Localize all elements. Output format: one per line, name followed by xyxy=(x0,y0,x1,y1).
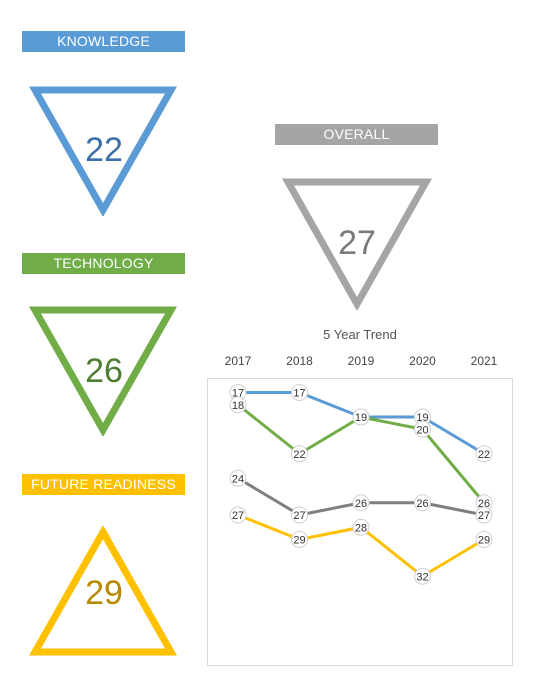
overall-score: 27 xyxy=(338,224,376,262)
data-point-s2-2019 xyxy=(352,494,370,512)
data-label-s1-2020: 20 xyxy=(416,424,428,436)
future-readiness-up-triangle-icon xyxy=(29,526,177,656)
data-point-s1-2018 xyxy=(291,445,308,463)
data-label-s2-2021: 27 xyxy=(478,510,490,522)
future-readiness-label: FUTURE READINESS xyxy=(22,474,185,495)
technology-score: 26 xyxy=(85,352,123,390)
data-point-s2-2021 xyxy=(475,506,493,524)
x-tick-label-2021: 2021 xyxy=(471,354,498,368)
data-label-s3-2018: 29 xyxy=(293,535,305,547)
x-tick-label-2017: 2017 xyxy=(225,354,252,368)
data-point-s2-2020 xyxy=(414,494,431,512)
data-point-s3-2018 xyxy=(291,531,308,548)
data-point-s0-2021 xyxy=(475,445,493,463)
data-label-s3-2019: 28 xyxy=(355,522,367,534)
data-label-s2-2017: 24 xyxy=(232,473,244,485)
technology-down-triangle-icon xyxy=(29,306,177,436)
data-label-s2-2018: 27 xyxy=(293,510,305,522)
x-tick-label-2020: 2020 xyxy=(409,354,436,368)
data-label-s1-2017: 18 xyxy=(232,400,244,412)
data-label-s1-2018: 22 xyxy=(293,449,305,461)
data-point-s1-2019 xyxy=(352,408,370,426)
knowledge-label: KNOWLEDGE xyxy=(22,31,185,52)
chart-title: 5 Year Trend xyxy=(323,327,397,342)
chart-plot-area xyxy=(207,378,513,666)
data-point-s2-2017 xyxy=(229,469,247,487)
overall-label: OVERALL xyxy=(275,124,438,145)
data-point-s3-2020 xyxy=(414,567,431,585)
data-point-s3-2021 xyxy=(475,531,493,548)
data-point-s0-2018 xyxy=(291,384,308,401)
data-label-s1-2019: 19 xyxy=(355,412,367,424)
data-label-s3-2017: 27 xyxy=(232,510,244,522)
data-label-s0-2020: 19 xyxy=(416,412,428,424)
data-label-s0-2017: 17 xyxy=(232,388,244,400)
data-point-s1-2017 xyxy=(229,396,247,414)
knowledge-score: 22 xyxy=(85,131,123,169)
data-point-s3-2019 xyxy=(352,518,370,536)
data-label-s1-2021: 26 xyxy=(478,498,490,510)
technology-label: TECHNOLOGY xyxy=(22,253,185,274)
overall-down-triangle-icon xyxy=(282,178,432,310)
data-label-s3-2020: 32 xyxy=(416,571,428,583)
data-label-s2-2019: 26 xyxy=(355,498,367,510)
data-point-s3-2017 xyxy=(229,506,247,524)
future-readiness-score: 29 xyxy=(85,574,123,612)
data-point-s2-2018 xyxy=(291,506,308,524)
x-tick-label-2018: 2018 xyxy=(286,354,313,368)
data-point-s1-2020 xyxy=(414,420,431,438)
data-label-s3-2021: 29 xyxy=(478,535,490,547)
data-label-s0-2021: 22 xyxy=(478,449,490,461)
knowledge-down-triangle-icon xyxy=(29,86,177,216)
x-tick-label-2019: 2019 xyxy=(348,354,375,368)
data-label-s0-2018: 17 xyxy=(293,388,305,400)
data-label-s2-2020: 26 xyxy=(416,498,428,510)
